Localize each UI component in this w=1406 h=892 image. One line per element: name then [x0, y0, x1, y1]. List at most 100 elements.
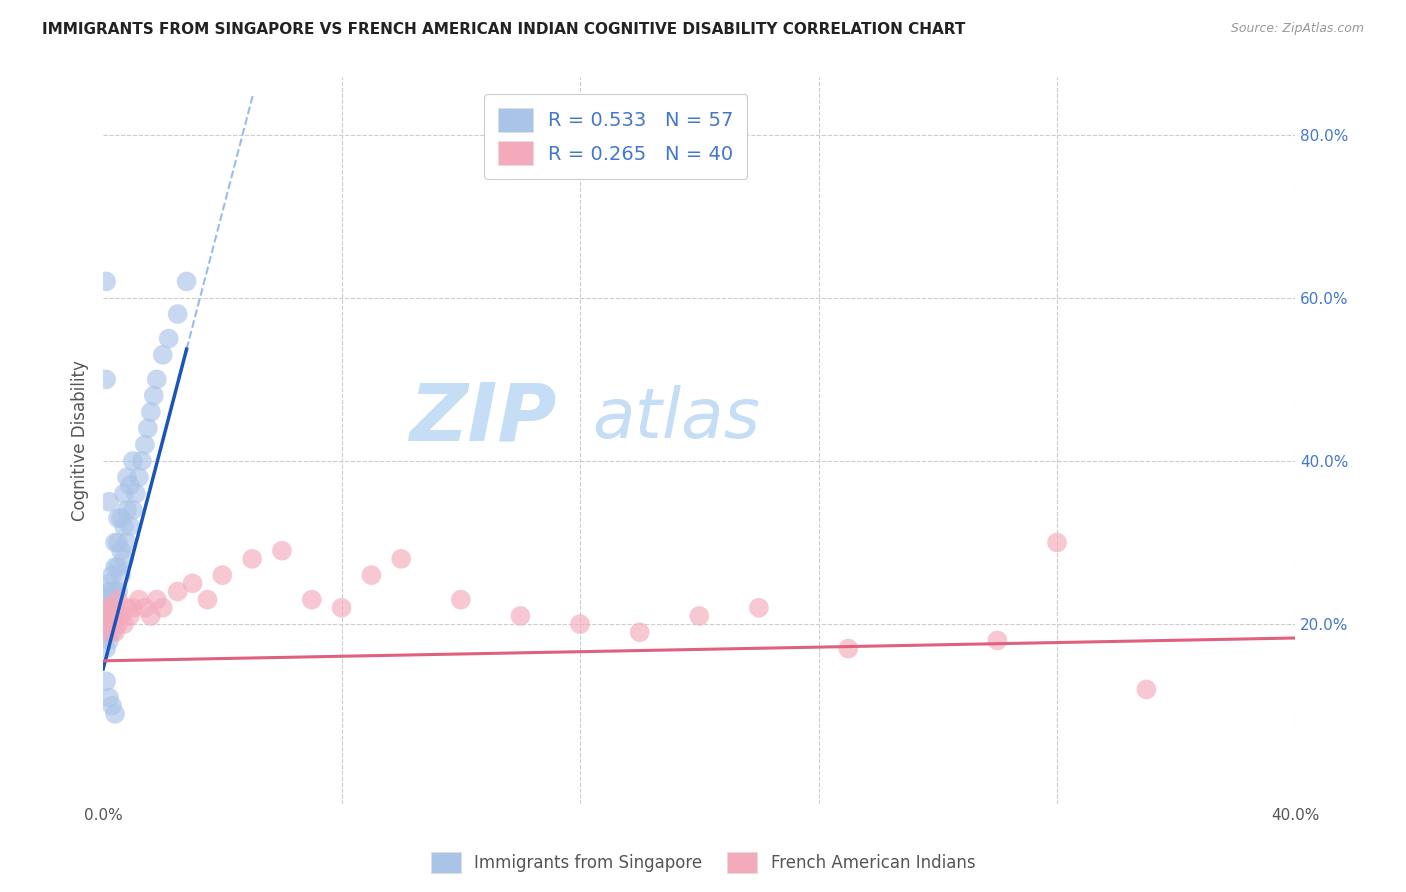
- Point: [107, 560, 129, 574]
- Point: [748, 600, 770, 615]
- Legend: R = 0.533   N = 57, R = 0.265   N = 40: R = 0.533 N = 57, R = 0.265 N = 40: [484, 95, 748, 178]
- Point: [112, 486, 135, 500]
- Point: [122, 600, 145, 615]
- Point: [146, 372, 169, 386]
- Point: [112, 552, 135, 566]
- Point: [94, 641, 117, 656]
- Point: [128, 592, 150, 607]
- Point: [101, 600, 124, 615]
- Point: [688, 609, 710, 624]
- Point: [837, 641, 859, 656]
- Point: [110, 543, 132, 558]
- Point: [98, 584, 121, 599]
- Point: [107, 535, 129, 549]
- Point: [94, 372, 117, 386]
- Point: [94, 674, 117, 689]
- Point: [98, 625, 121, 640]
- Point: [110, 511, 132, 525]
- Point: [301, 592, 323, 607]
- Point: [569, 617, 592, 632]
- Text: ZIP: ZIP: [409, 380, 557, 458]
- Point: [166, 307, 188, 321]
- Point: [157, 332, 180, 346]
- Point: [1135, 682, 1157, 697]
- Point: [101, 568, 124, 582]
- Point: [118, 609, 141, 624]
- Point: [152, 600, 174, 615]
- Point: [628, 625, 651, 640]
- Text: atlas: atlas: [592, 385, 761, 452]
- Point: [1046, 535, 1069, 549]
- Point: [110, 609, 132, 624]
- Point: [94, 609, 117, 624]
- Point: [181, 576, 204, 591]
- Legend: Immigrants from Singapore, French American Indians: Immigrants from Singapore, French Americ…: [425, 846, 981, 880]
- Point: [107, 592, 129, 607]
- Point: [115, 600, 138, 615]
- Point: [101, 584, 124, 599]
- Point: [134, 437, 156, 451]
- Point: [128, 470, 150, 484]
- Point: [98, 609, 121, 624]
- Text: IMMIGRANTS FROM SINGAPORE VS FRENCH AMERICAN INDIAN COGNITIVE DISABILITY CORRELA: IMMIGRANTS FROM SINGAPORE VS FRENCH AMER…: [42, 22, 966, 37]
- Point: [104, 706, 127, 721]
- Point: [122, 503, 145, 517]
- Point: [98, 600, 121, 615]
- Point: [101, 600, 124, 615]
- Point: [94, 617, 117, 632]
- Point: [176, 274, 198, 288]
- Point: [166, 584, 188, 599]
- Point: [107, 584, 129, 599]
- Point: [330, 600, 353, 615]
- Point: [112, 617, 135, 632]
- Point: [94, 600, 117, 615]
- Point: [104, 625, 127, 640]
- Point: [146, 592, 169, 607]
- Point: [104, 535, 127, 549]
- Y-axis label: Cognitive Disability: Cognitive Disability: [72, 360, 89, 521]
- Point: [94, 617, 117, 632]
- Point: [94, 600, 117, 615]
- Point: [271, 543, 294, 558]
- Point: [104, 560, 127, 574]
- Point: [115, 470, 138, 484]
- Point: [211, 568, 233, 582]
- Point: [450, 592, 472, 607]
- Text: Source: ZipAtlas.com: Source: ZipAtlas.com: [1230, 22, 1364, 36]
- Point: [98, 617, 121, 632]
- Point: [101, 625, 124, 640]
- Point: [115, 503, 138, 517]
- Point: [131, 454, 153, 468]
- Point: [98, 494, 121, 508]
- Point: [94, 625, 117, 640]
- Point: [139, 405, 162, 419]
- Point: [104, 584, 127, 599]
- Point: [94, 592, 117, 607]
- Point: [98, 690, 121, 705]
- Point: [125, 486, 148, 500]
- Point: [152, 348, 174, 362]
- Point: [98, 609, 121, 624]
- Point: [509, 609, 531, 624]
- Point: [104, 609, 127, 624]
- Point: [986, 633, 1008, 648]
- Point: [240, 552, 263, 566]
- Point: [101, 698, 124, 713]
- Point: [134, 600, 156, 615]
- Point: [98, 576, 121, 591]
- Point: [101, 609, 124, 624]
- Point: [107, 617, 129, 632]
- Point: [107, 511, 129, 525]
- Point: [122, 454, 145, 468]
- Point: [389, 552, 412, 566]
- Point: [139, 609, 162, 624]
- Point: [136, 421, 159, 435]
- Point: [142, 389, 165, 403]
- Point: [360, 568, 382, 582]
- Point: [112, 519, 135, 533]
- Point: [118, 519, 141, 533]
- Point: [110, 568, 132, 582]
- Point: [104, 600, 127, 615]
- Point: [115, 535, 138, 549]
- Point: [118, 478, 141, 492]
